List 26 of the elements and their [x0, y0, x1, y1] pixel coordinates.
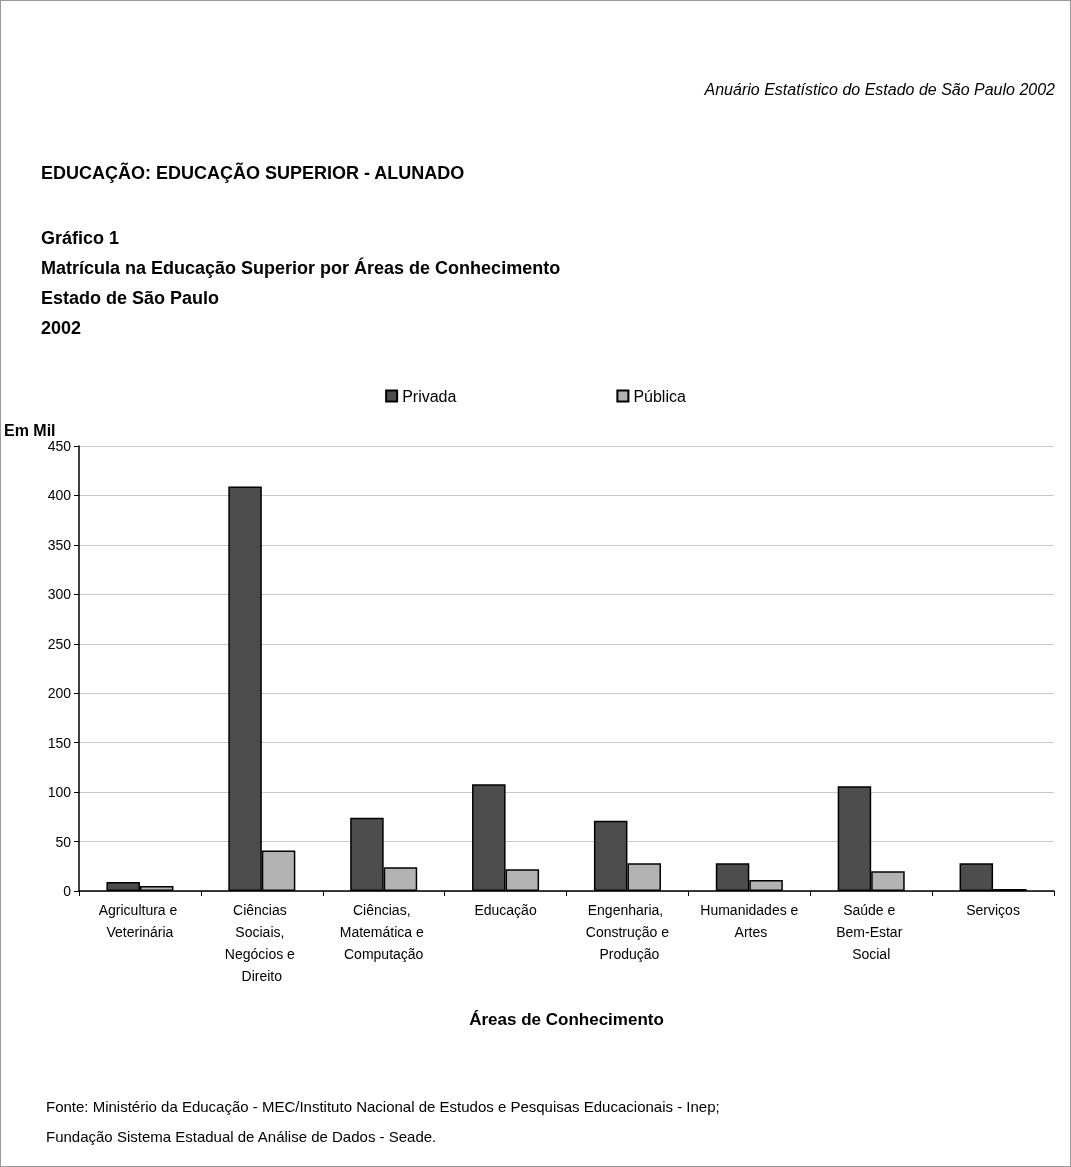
- y-tick-label: 250: [47, 635, 72, 652]
- y-tick-label: 150: [47, 734, 72, 751]
- y-axis-title: Em Mil: [4, 421, 56, 439]
- x-tick-label: Ciências, Matemática e Computação: [339, 902, 428, 962]
- x-tick-label: Humanidades e Artes: [700, 902, 799, 940]
- legend-label: Pública: [633, 387, 686, 405]
- chart-title: Gráfico 1 Matrícula na Educação Superior por Áreas de Conhecimento Estado de São Paulo 2002: [41, 228, 561, 338]
- legend-label: Privada: [402, 387, 457, 405]
- x-tick-label: Ciências Sociais, Negócios e Direito: [224, 902, 299, 984]
- x-tick-label: Serviços: [966, 902, 1020, 918]
- y-tick-label: 100: [47, 784, 72, 801]
- y-tick-label: 400: [47, 487, 72, 504]
- source-note: Fonte: Ministério da Educação - MEC/Instituto Nacional de Estudos e Pesquisas Educacionais - Inep; Fundação Sistema Estadual de Análise de Dados - Seade.: [46, 1097, 720, 1145]
- y-tick-label: 300: [47, 586, 72, 603]
- y-tick-label: 350: [47, 536, 72, 553]
- x-axis-title: Áreas de Conhecimento: [469, 1010, 664, 1029]
- y-tick-label: 450: [47, 438, 72, 454]
- text: Anuário Estatístico do Estado de São Paulo 2002: [703, 80, 1056, 98]
- y-tick-label: 50: [55, 833, 72, 850]
- y-tick-label: 0: [63, 883, 72, 899]
- x-tick-label: Agricultura e Veterinária: [98, 902, 182, 940]
- x-tick-label: Educação: [474, 902, 537, 918]
- x-tick-label: Engenharia, Construção e Produção: [585, 902, 670, 962]
- y-tick-label: 200: [47, 685, 72, 702]
- x-tick-label: Saúde e Bem-Estar Social: [836, 902, 907, 962]
- chart-subtitle: EDUCAÇÃO: EDUCAÇÃO SUPERIOR - ALUNADO: [41, 162, 465, 183]
